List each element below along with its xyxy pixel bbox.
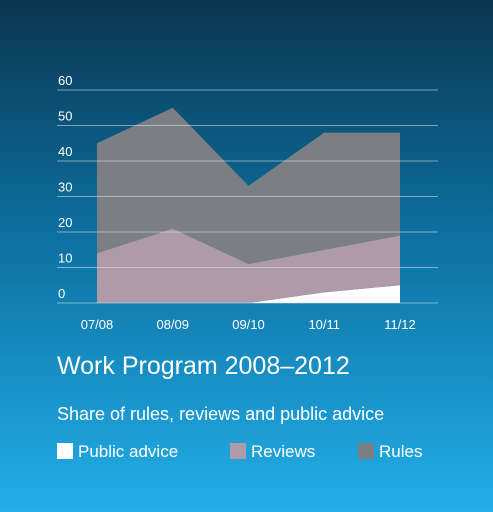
legend-label: Reviews xyxy=(251,442,315,461)
x-tick-label: 08/09 xyxy=(156,317,189,332)
legend-swatch xyxy=(230,443,246,459)
x-tick-label: 11/12 xyxy=(384,317,416,332)
area xyxy=(97,228,400,303)
legend-swatch xyxy=(57,443,73,459)
x-tick-label: 10/11 xyxy=(308,317,340,332)
legend-label: Rules xyxy=(379,442,422,461)
legend-swatch xyxy=(358,443,374,459)
y-tick-label: 0 xyxy=(58,286,65,301)
area xyxy=(97,285,400,303)
area xyxy=(97,107,400,264)
x-tick-label: 09/10 xyxy=(232,317,265,332)
chart-title: Work Program 2008–2012 xyxy=(57,352,350,380)
chart-subtitle: Share of rules, reviews and public advic… xyxy=(57,404,384,424)
y-tick-label: 30 xyxy=(58,180,72,195)
y-tick-label: 40 xyxy=(58,144,72,159)
legend: Public advice Reviews Rules xyxy=(57,442,422,461)
legend-label: Public advice xyxy=(78,442,178,461)
y-tick-label: 50 xyxy=(58,109,72,124)
plot: 0 10 20 30 40 50 60 07/08 08/09 09/10 10/11 11/12 xyxy=(57,73,438,332)
y-tick-label: 10 xyxy=(58,251,72,266)
x-tick-label: 07/08 xyxy=(81,317,114,332)
y-tick-label: 20 xyxy=(58,215,72,230)
y-tick-label: 60 xyxy=(58,73,72,88)
